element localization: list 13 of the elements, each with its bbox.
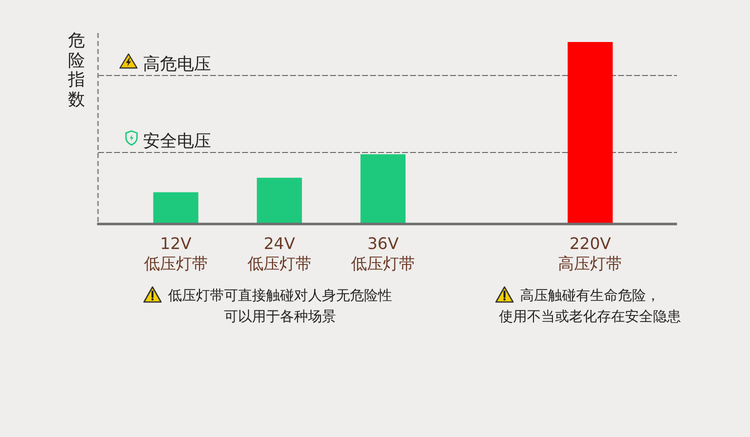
bar (568, 42, 613, 223)
x-tick-label: 24V 低压灯带 (247, 234, 312, 274)
y-axis-title: 危险指数 (68, 31, 86, 110)
bar (256, 178, 302, 223)
bar (360, 154, 406, 223)
x-tick-label: 220V 高压灯带 (558, 234, 622, 274)
x-tick-label: 12V 低压灯带 (144, 234, 208, 274)
text: 低压灯带可直接触碰对人身无危险性可以用于各种场景 (167, 287, 393, 327)
bar (153, 192, 198, 223)
ref-line-label: 安全电压 (143, 132, 211, 152)
text: 高压触碰有生命危险，使用不当或老化存在安全隐患 (498, 287, 682, 327)
x-tick-label: 36V 低压灯带 (351, 234, 415, 274)
ref-line-label: 高危电压 (143, 54, 211, 74)
